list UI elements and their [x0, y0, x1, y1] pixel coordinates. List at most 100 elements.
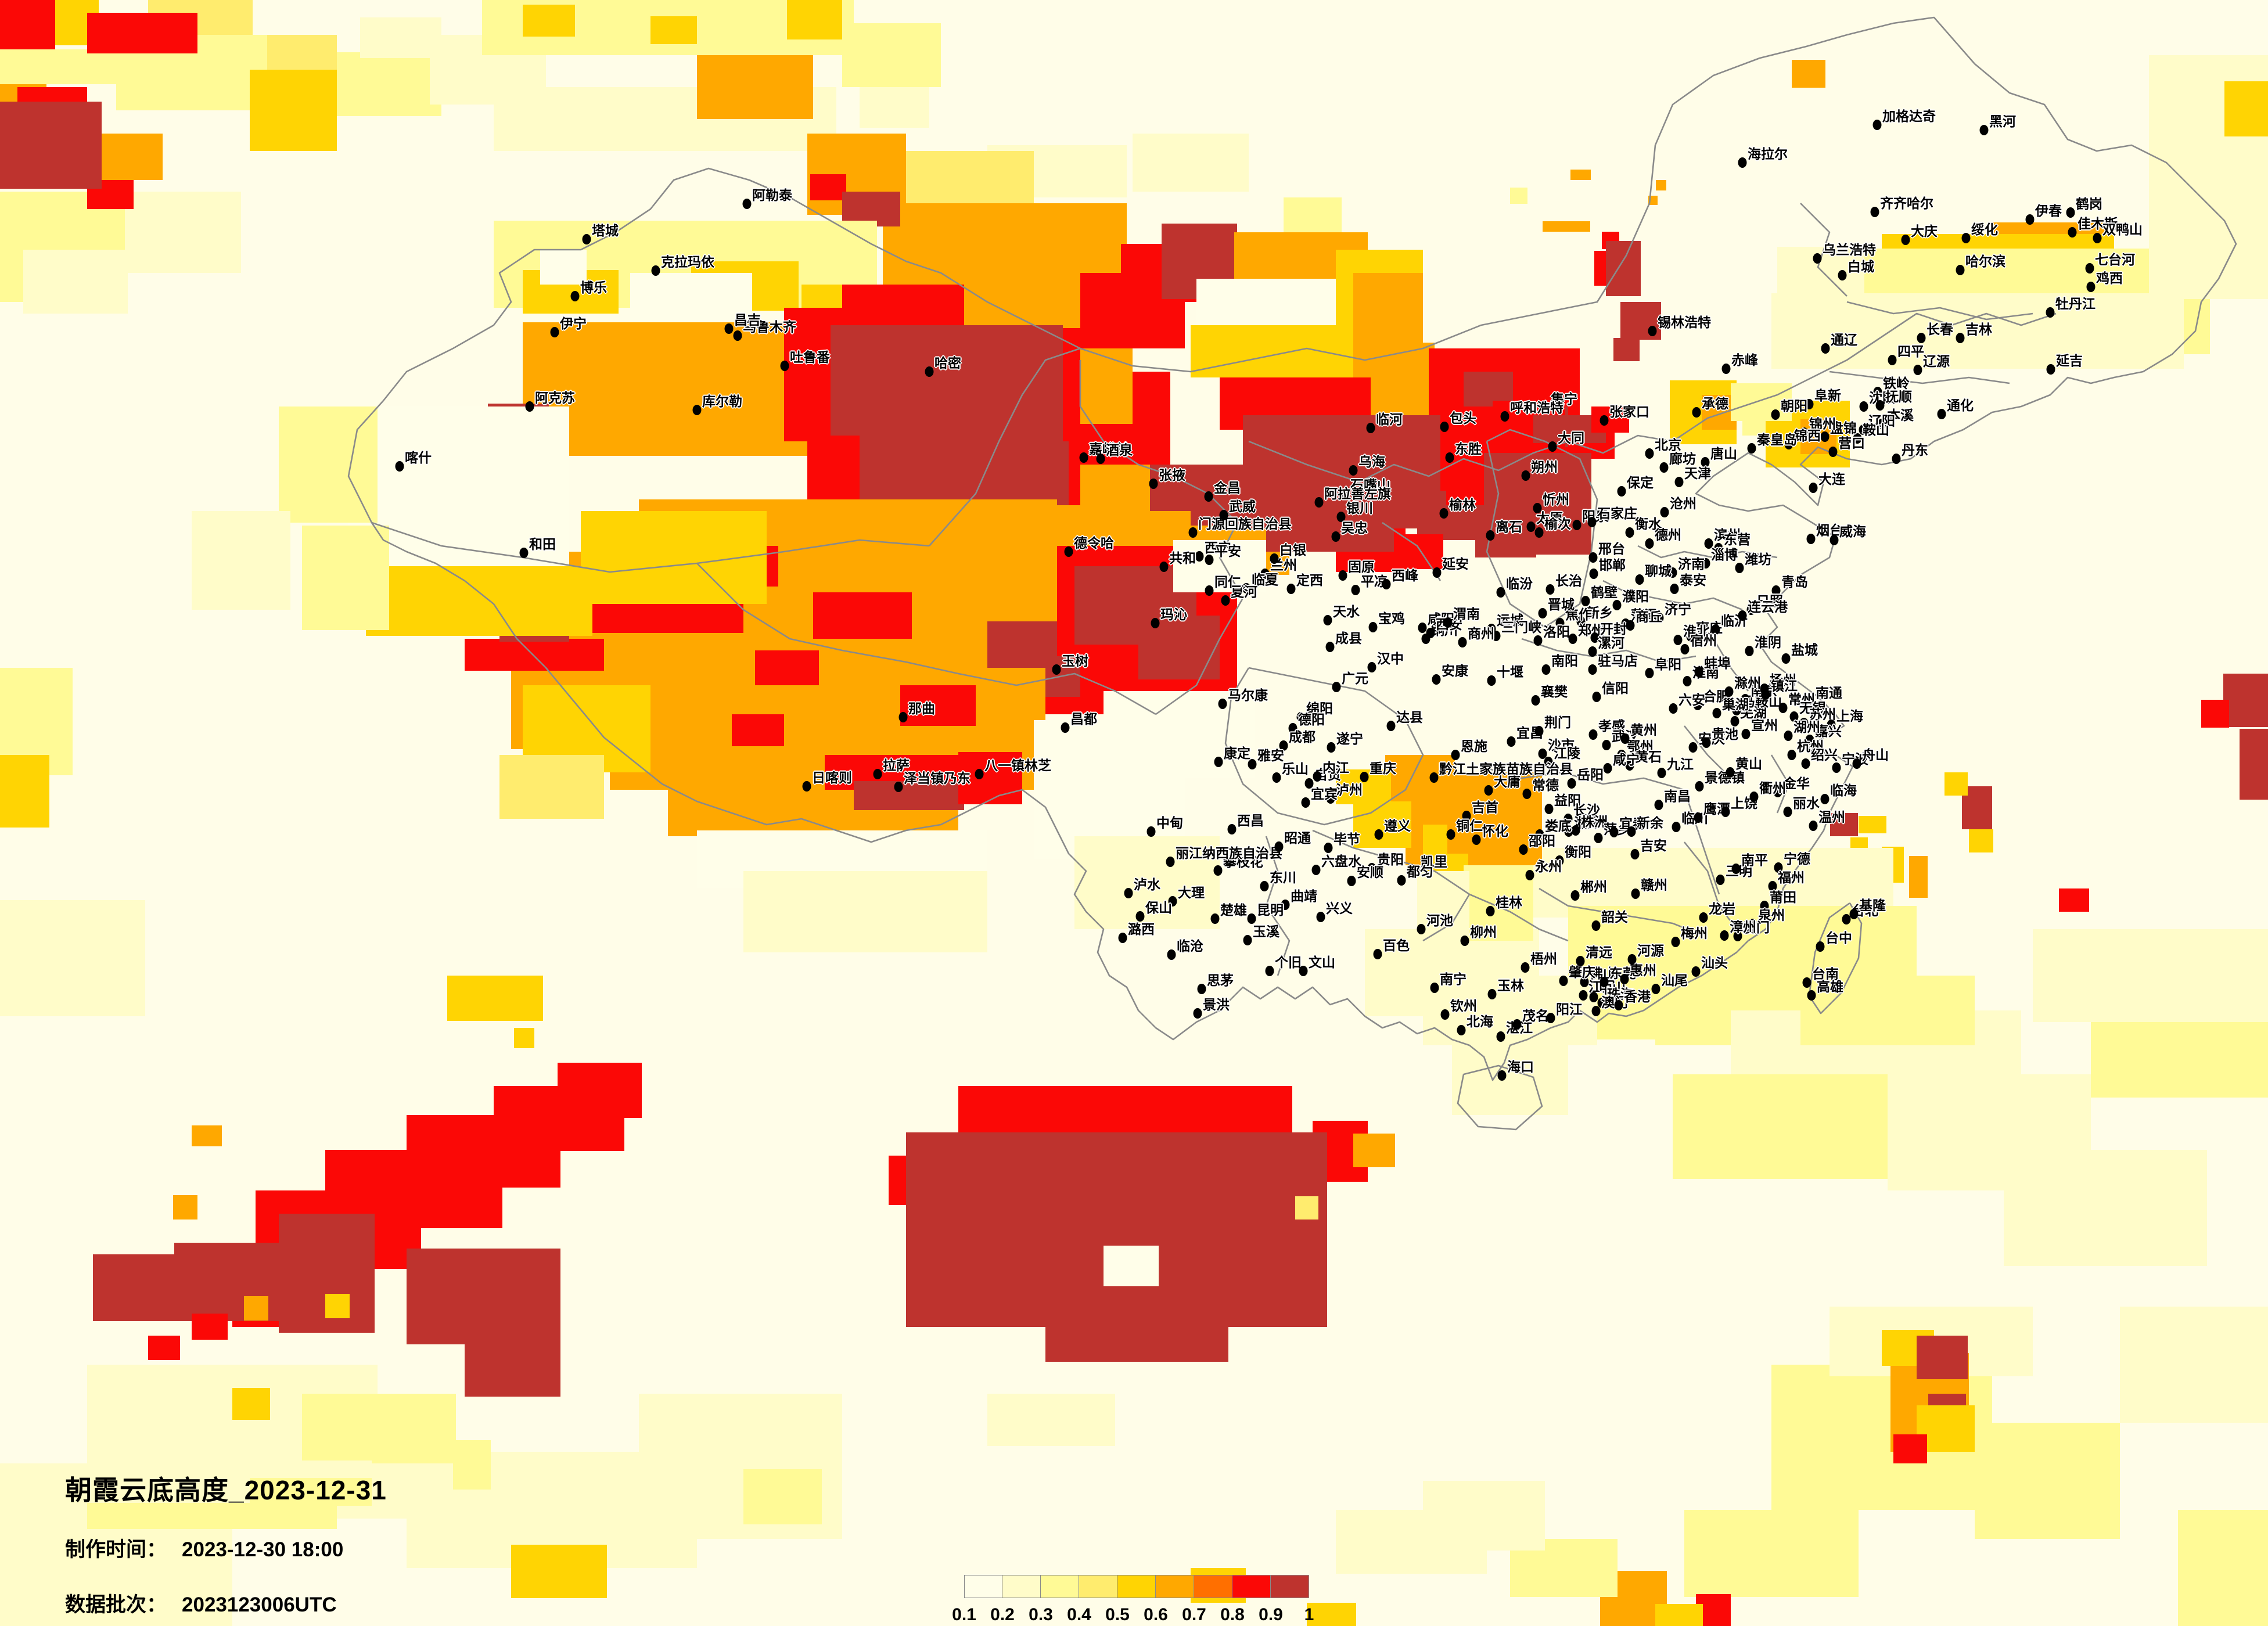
city-dot — [1588, 552, 1598, 563]
city-dot — [1875, 400, 1885, 411]
city-dot — [1567, 778, 1576, 789]
city-dot — [1859, 425, 1868, 435]
border-line — [1486, 429, 1598, 628]
city-dot — [1213, 865, 1223, 876]
heat-cell — [987, 1394, 1115, 1446]
city-dot — [1351, 585, 1360, 595]
city-label: 渭南 — [1453, 606, 1480, 621]
city-dot — [1397, 875, 1406, 886]
heat-cell — [87, 13, 197, 53]
city-dot — [1594, 833, 1603, 843]
city-label: 吉首 — [1472, 800, 1498, 815]
city-label: 博乐 — [580, 280, 607, 295]
city-label: 成县 — [1335, 631, 1362, 646]
city-label: 新余 — [1637, 815, 1663, 830]
city-dot — [1496, 1031, 1505, 1042]
city-label: 江陵 — [1554, 746, 1580, 761]
city-dot — [1852, 758, 1861, 769]
city-label: 吉林 — [1965, 322, 1992, 337]
city-label: 南昌 — [1664, 789, 1691, 804]
city-dot — [1559, 976, 1568, 986]
city-label: 玉溪 — [1253, 924, 1279, 939]
city-label: 离石 — [1496, 519, 1522, 534]
heat-cell — [192, 1314, 228, 1340]
city-label: 思茅 — [1207, 973, 1234, 988]
heat-cell — [540, 250, 587, 285]
city-dot — [1828, 447, 1838, 457]
page-title: 朝霞云底高度_2023-12-31 — [65, 1475, 387, 1505]
city-dot — [1859, 401, 1868, 412]
city-label: 北京 — [1655, 437, 1681, 452]
heat-cell — [1830, 813, 1858, 836]
border-line — [1683, 841, 1738, 930]
city-label: 宁德 — [1784, 851, 1810, 866]
city-label: 个旧 — [1275, 955, 1302, 970]
city-dot — [1462, 811, 1471, 821]
city-dot — [1507, 736, 1516, 747]
city-dot — [1686, 631, 1695, 642]
heat-cell — [1969, 829, 1993, 852]
city-label: 锦州 — [1809, 416, 1836, 431]
city-label: 成都 — [1289, 729, 1315, 744]
city-dot — [1497, 1070, 1507, 1081]
city-label: 韶关 — [1601, 909, 1628, 924]
legend-swatch — [1041, 1575, 1079, 1598]
heat-cell — [1606, 241, 1641, 296]
city-dot — [1446, 829, 1455, 840]
city-label: 朝阳 — [1781, 398, 1807, 413]
heat-cell — [2059, 888, 2089, 912]
heat-cell — [2120, 1307, 2268, 1423]
city-label: 黄石 — [1635, 749, 1662, 764]
city-label: 济南 — [1678, 556, 1705, 571]
heat-cell — [1045, 1324, 1228, 1362]
city-dot — [1445, 452, 1454, 463]
border-line — [1770, 754, 1790, 814]
city-label: 铁岭 — [1883, 376, 1910, 391]
city-label: 温州 — [1818, 810, 1845, 825]
city-label: 滁州 — [1734, 675, 1761, 690]
city-dot — [1669, 703, 1678, 714]
legend-tick-label: 0.3 — [1029, 1605, 1053, 1624]
city-label: 鄂州 — [1627, 739, 1654, 754]
city-dot — [1296, 712, 1306, 722]
city-label: 泰安 — [1680, 573, 1706, 588]
city-label: 定西 — [1296, 573, 1323, 588]
city-label: 德州 — [1655, 527, 1681, 542]
city-dot — [1589, 992, 1598, 1002]
city-label: 毕节 — [1334, 832, 1360, 847]
city-label: 太原 — [1536, 510, 1563, 526]
city-dot — [1210, 913, 1220, 924]
heat-cell — [1074, 836, 1220, 929]
city-label: 濮阳 — [1622, 589, 1649, 604]
city-dot — [1745, 646, 1754, 656]
city-dot — [1451, 750, 1460, 760]
city-dot — [1124, 888, 1133, 898]
city-dot — [1801, 758, 1810, 769]
city-dot — [1802, 977, 1811, 988]
city-label: 焦作 — [1565, 607, 1592, 622]
city-label: 聊城 — [1645, 563, 1672, 578]
heat-cell — [23, 250, 128, 314]
city-dot — [1853, 433, 1862, 444]
city-dot — [1956, 333, 1965, 343]
heat-cell — [1266, 517, 1394, 552]
city-dot — [975, 769, 984, 779]
city-dot — [1314, 497, 1324, 508]
city-label: 六安 — [1678, 692, 1705, 707]
city-dot — [1521, 962, 1530, 973]
city-label: 福州 — [1778, 870, 1805, 885]
city-dot — [1813, 253, 1822, 264]
heat-cell — [2224, 81, 2268, 136]
city-dot — [2068, 227, 2077, 238]
city-dot — [1659, 462, 1669, 473]
city-dot — [1500, 411, 1509, 422]
city-dot — [1648, 326, 1657, 336]
city-label: 南宁 — [1440, 972, 1467, 987]
city-dot — [1221, 595, 1230, 606]
heat-cell — [2004, 1150, 2207, 1266]
city-dot — [1730, 716, 1739, 726]
city-dot — [1544, 757, 1553, 767]
city-label: 玛沁 — [1160, 607, 1187, 622]
city-dot — [894, 782, 903, 792]
city-label: 玉林 — [1497, 978, 1524, 993]
